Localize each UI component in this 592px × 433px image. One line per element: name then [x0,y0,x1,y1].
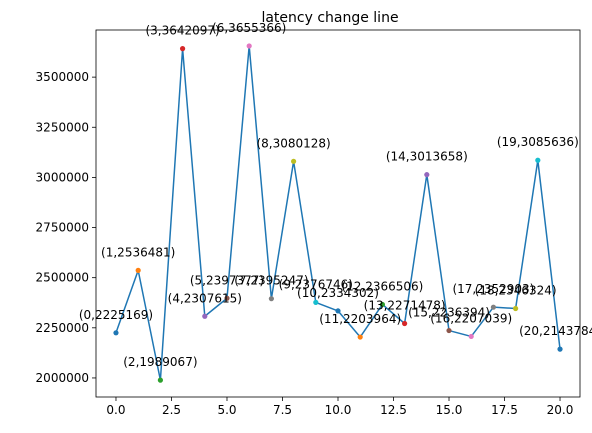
data-point-marker [424,172,430,178]
markers-layer [113,43,563,383]
y-tick-label: 2000000 [36,371,89,385]
point-labels-layer: (0,2225169) (1,2536481) (2,1989067) (3,3642… [79,21,592,369]
y-tick-label: 2500000 [36,271,89,285]
data-point-label: (20,2143784) [519,324,592,338]
data-point-label: (4,2307615) [168,291,242,305]
data-point-marker [402,320,408,327]
plot-frame [95,29,581,398]
y-tick-label: 3000000 [36,170,89,184]
x-tick-label: 2.5 [162,403,181,417]
data-point-label: (10,2334302) [297,286,379,300]
data-point-marker [335,308,341,314]
x-tick-label: 0.0 [106,403,125,417]
data-point-marker [268,296,274,302]
data-point-marker [535,157,541,163]
chart-title: latency change line [261,10,398,26]
y-tick-label: 3250000 [36,120,89,134]
data-point-marker [513,305,519,312]
data-point-label: (6,3655366) [212,21,286,35]
data-point-label: (3,3642097) [145,24,219,38]
x-tick-label: 20.0 [547,403,574,417]
data-point-label: (13,2271478) [364,299,446,313]
x-tick-label: 17.5 [491,403,518,417]
y-tick-label: 2750000 [36,221,89,235]
data-point-marker [557,346,563,352]
data-point-marker [157,377,163,383]
y-tick-label: 3500000 [36,70,89,84]
y-tick-label: 2250000 [36,321,89,335]
data-point-marker [202,313,208,319]
x-tick-label: 10.0 [325,403,352,417]
data-point-label: (18,2346324) [475,283,557,297]
axes: 0.0 2.5 5.0 7.5 10.0 12.5 15.0 17.5 20.0 2000000 2… [36,29,581,417]
data-point-marker [291,158,297,164]
data-point-label: (9,2376746) [279,277,353,291]
data-point-marker [446,327,452,334]
data-point-label: (14,3013658) [386,150,468,164]
data-point-marker [313,299,319,305]
x-tick-label: 12.5 [380,403,407,417]
data-point-label: (19,3085636) [497,135,579,149]
series-line-layer [115,45,561,381]
data-point-marker [224,295,230,301]
data-point-marker [490,304,497,310]
data-point-marker [357,334,363,340]
x-tick-label: 15.0 [436,403,463,417]
data-point-label: (15,2236394) [408,306,490,320]
data-point-label: (0,2225169) [79,308,153,322]
data-point-label: (1,2536481) [101,245,175,259]
data-point-marker [246,43,252,49]
data-point-marker [179,46,186,52]
data-point-label: (7,2395247) [234,274,308,288]
x-tick-label: 5.0 [217,403,236,417]
data-point-marker [135,267,141,273]
data-point-label: (17,2352903) [452,282,534,296]
series-line [115,45,561,381]
data-point-marker [468,333,474,340]
data-point-marker [113,330,119,336]
x-tick-label: 7.5 [273,403,292,417]
data-point-marker [379,301,385,308]
data-point-label: (11,2203964) [319,312,401,326]
data-point-label: (12,2366506) [341,279,423,293]
data-point-label: (5,2397377) [190,273,264,287]
data-point-label: (8,3080128) [256,136,330,150]
data-point-label: (16,2207039) [430,311,512,325]
data-point-label: (2,1989067) [123,355,197,369]
